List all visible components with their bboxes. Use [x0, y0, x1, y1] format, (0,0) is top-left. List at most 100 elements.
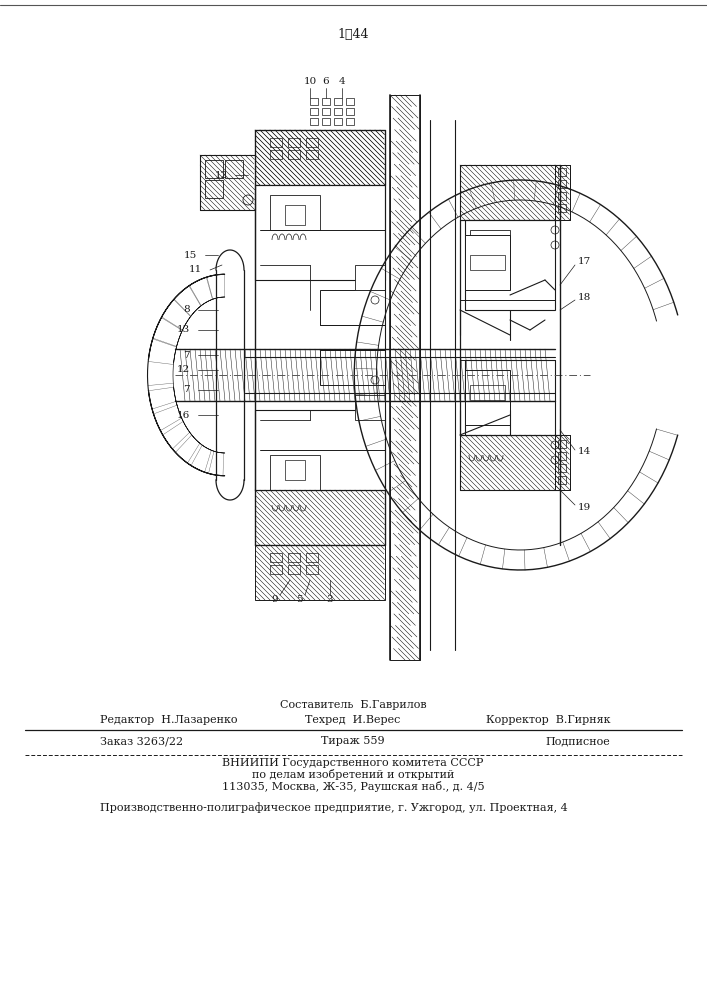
Text: 8: 8 [183, 306, 190, 314]
Bar [558, 440, 566, 448]
Text: Редактор  Н.Лазаренко: Редактор Н.Лазаренко [100, 715, 238, 725]
Text: Подписное: Подписное [545, 736, 610, 746]
Text: Заказ 3263/22: Заказ 3263/22 [100, 736, 183, 746]
Bar [460, 435, 560, 490]
Bar [558, 476, 566, 484]
Text: по делам изобретений и открытий: по делам изобретений и открытий [252, 770, 454, 780]
Text: 15: 15 [184, 250, 197, 259]
Text: 4: 4 [339, 78, 345, 87]
Bar [205, 180, 223, 198]
Bar [470, 380, 510, 420]
Bar [255, 130, 385, 185]
Bar [555, 435, 570, 490]
Bar [225, 160, 243, 178]
Text: 5: 5 [296, 595, 303, 604]
Bar [346, 108, 354, 115]
Bar [558, 204, 566, 212]
Bar [306, 138, 318, 147]
Text: 10: 10 [303, 78, 317, 87]
Bar [346, 98, 354, 105]
Bar [558, 464, 566, 472]
Text: 16: 16 [177, 410, 190, 420]
Text: Тираж 559: Тираж 559 [321, 736, 385, 746]
Text: 19: 19 [578, 504, 591, 512]
Text: 17: 17 [578, 257, 591, 266]
Text: 7: 7 [183, 385, 190, 394]
Text: 14: 14 [578, 448, 591, 456]
Bar [288, 138, 300, 147]
Bar [334, 108, 342, 115]
Bar [322, 98, 330, 105]
Bar [285, 205, 305, 225]
Bar [320, 350, 385, 385]
Bar [310, 98, 318, 105]
Bar [320, 290, 385, 325]
Text: 11: 11 [189, 265, 202, 274]
Bar [306, 565, 318, 574]
Bar [255, 490, 385, 545]
Bar [558, 192, 566, 200]
Text: 9: 9 [271, 595, 278, 604]
Bar [355, 265, 385, 290]
Bar [285, 460, 305, 480]
Bar [555, 165, 570, 220]
Bar [200, 155, 255, 210]
Bar [255, 185, 385, 280]
Bar [270, 138, 282, 147]
Bar [465, 370, 510, 425]
Bar [334, 118, 342, 125]
Bar [470, 385, 505, 400]
Bar [270, 455, 320, 490]
Bar [255, 410, 385, 490]
Bar [478, 238, 503, 263]
Bar [255, 490, 385, 545]
Text: Корректор  В.Гирняк: Корректор В.Гирняк [486, 715, 610, 725]
Bar [200, 155, 255, 210]
Bar [270, 553, 282, 562]
Bar [558, 452, 566, 460]
Bar [322, 108, 330, 115]
Bar [270, 195, 320, 230]
Bar [306, 150, 318, 159]
Text: 13: 13 [177, 326, 190, 334]
Text: Техред  И.Верес: Техред И.Верес [305, 715, 401, 725]
Bar [205, 160, 223, 178]
Bar [465, 360, 555, 435]
Bar [270, 565, 282, 574]
Bar [255, 130, 385, 185]
Text: 113035, Москва, Ж-35, Раушская наб., д. 4/5: 113035, Москва, Ж-35, Раушская наб., д. … [222, 782, 484, 792]
Text: Производственно-полиграфическое предприятие, г. Ужгород, ул. Проектная, 4: Производственно-полиграфическое предприя… [100, 803, 568, 813]
Text: ВНИИПИ Государственного комитета СССР: ВНИИПИ Государственного комитета СССР [222, 758, 484, 768]
Text: Составитель  Б.Гаврилов: Составитель Б.Гаврилов [280, 700, 426, 710]
Bar [322, 118, 330, 125]
Bar [460, 435, 560, 490]
Text: 12: 12 [177, 365, 190, 374]
Bar [555, 165, 570, 220]
Bar [310, 108, 318, 115]
Bar [288, 553, 300, 562]
Bar [460, 165, 560, 220]
Bar [470, 255, 505, 270]
Bar [255, 545, 385, 600]
Text: 3: 3 [327, 595, 333, 604]
Bar [478, 390, 503, 415]
Bar [306, 553, 318, 562]
Bar [558, 180, 566, 188]
Text: 6: 6 [322, 78, 329, 87]
Bar [310, 118, 318, 125]
Bar [288, 565, 300, 574]
Bar [390, 95, 420, 660]
Text: 7: 7 [183, 351, 190, 360]
Bar [470, 230, 510, 270]
Text: 12: 12 [215, 170, 228, 180]
Text: 1䁸44: 1䁸44 [337, 28, 369, 41]
Text: 18: 18 [578, 294, 591, 302]
Bar [555, 435, 570, 490]
Bar [346, 118, 354, 125]
Bar [270, 150, 282, 159]
Bar [465, 235, 510, 290]
Bar [334, 98, 342, 105]
Bar [288, 150, 300, 159]
Bar [460, 165, 560, 220]
Bar [558, 168, 566, 176]
